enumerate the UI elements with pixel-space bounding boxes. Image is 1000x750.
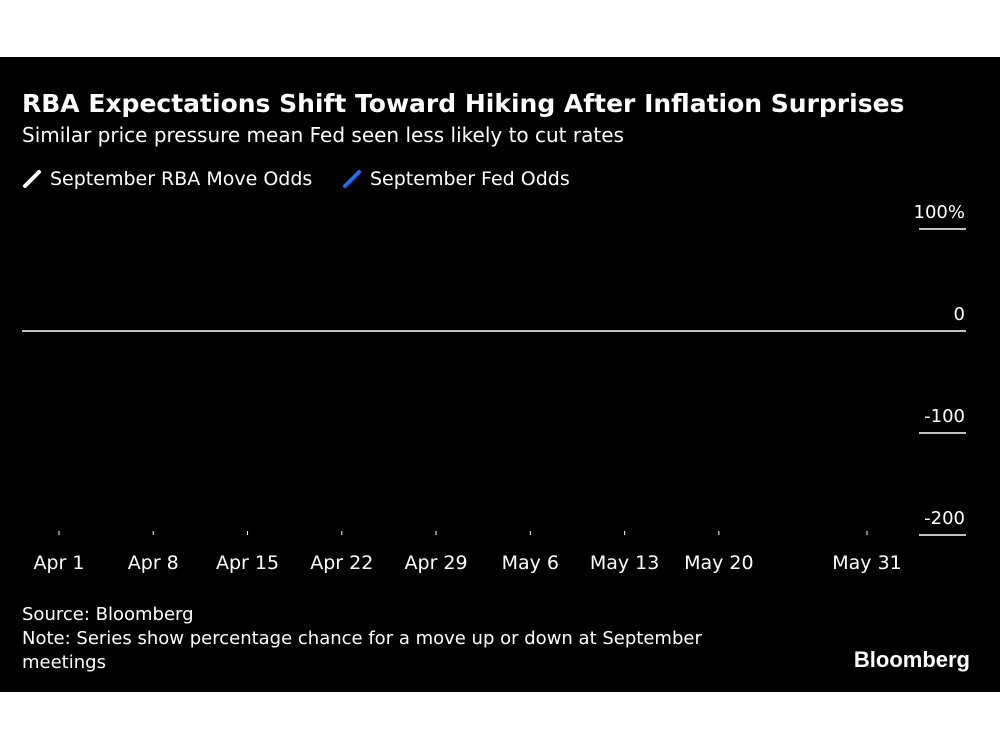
x-tick-label-2: Apr 15	[216, 552, 279, 574]
x-tick-label-3: Apr 22	[310, 552, 373, 574]
chart-panel: RBA Expectations Shift Toward Hiking Aft…	[0, 57, 1000, 692]
y-tick-label-2: -100	[924, 406, 965, 427]
y-tick-label-3: -200	[924, 508, 965, 529]
x-tick-label-7: May 20	[684, 552, 754, 574]
footnote-line-2: meetings	[22, 652, 106, 673]
legend-label-rba: September RBA Move Odds	[50, 168, 313, 190]
chart-subtitle: Similar price pressure mean Fed seen les…	[22, 123, 624, 147]
legend-label-fed: September Fed Odds	[370, 168, 570, 190]
y-tick-label-0: 100%	[914, 202, 965, 223]
x-tick-label-5: May 6	[502, 552, 559, 574]
legend-item-fed: September Fed Odds	[342, 166, 570, 192]
source-note: Source: Bloomberg	[22, 604, 194, 625]
x-tick-label-4: Apr 29	[405, 552, 468, 574]
x-tick-label-0: Apr 1	[34, 552, 85, 574]
legend-swatch-fed	[343, 170, 361, 188]
chart-title: RBA Expectations Shift Toward Hiking Aft…	[22, 89, 905, 118]
x-tick-label-1: Apr 8	[128, 552, 179, 574]
x-tick-label-6: May 13	[590, 552, 660, 574]
legend-swatch-rba	[23, 170, 41, 188]
x-tick-label-8: May 31	[832, 552, 902, 574]
footnote-line-1: Note: Series show percentage chance for …	[22, 628, 702, 649]
bloomberg-logo: Bloomberg	[853, 647, 970, 672]
line-chart: 100% 0 -100 -200 Apr 1 Apr 8 Apr 15 Apr 22 Apr 2…	[22, 202, 966, 574]
legend-item-rba: September RBA Move Odds	[22, 166, 312, 192]
y-tick-label-1: 0	[954, 304, 965, 325]
